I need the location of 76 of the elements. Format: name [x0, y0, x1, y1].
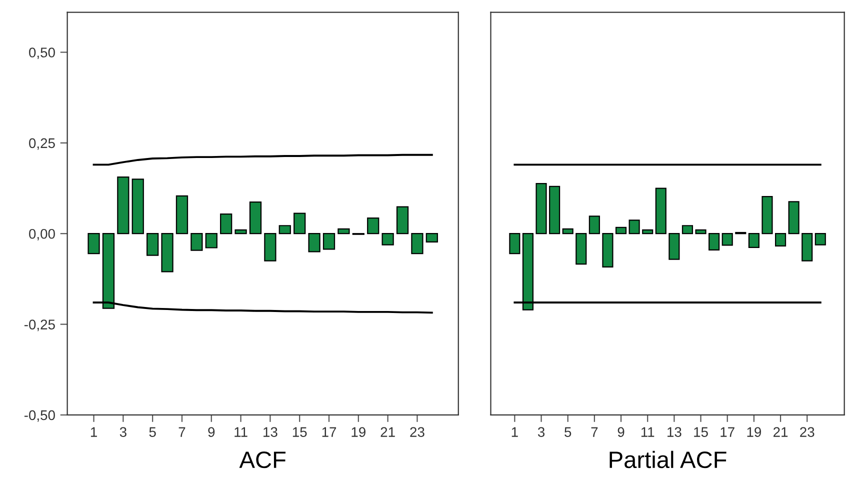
x-tick-label: 15 — [292, 427, 307, 437]
bar — [161, 233, 174, 272]
y-tick-label: -0,50 — [24, 410, 55, 422]
x-tick-label: 3 — [538, 427, 545, 437]
bar — [190, 233, 203, 251]
x-tick-label: 7 — [591, 427, 598, 437]
bar — [88, 233, 100, 254]
bar — [382, 233, 394, 246]
x-tick-label: 11 — [641, 427, 654, 437]
y-tick-label: 0,50 — [29, 48, 55, 60]
x-tick-label: 13 — [264, 427, 278, 437]
x-tick-label: 21 — [774, 427, 788, 437]
bar — [509, 233, 520, 254]
bar — [628, 220, 640, 234]
x-axis-title: Partial ACF — [610, 450, 726, 468]
x-tick-label: 3 — [120, 427, 126, 437]
bar — [788, 201, 800, 234]
bar — [655, 188, 666, 234]
bar — [562, 228, 574, 234]
bar — [411, 233, 424, 254]
x-tick-label: 19 — [747, 427, 762, 437]
bar — [396, 206, 409, 234]
bar — [426, 233, 438, 242]
x-tick-label: 21 — [380, 427, 395, 437]
x-tick-label: 17 — [322, 427, 336, 437]
x-tick-label: 1 — [512, 427, 518, 437]
bar — [814, 233, 826, 246]
bar — [695, 229, 706, 234]
bar — [176, 195, 188, 234]
y-tick-label: -0,25 — [24, 320, 55, 332]
bar — [615, 226, 627, 234]
bar — [762, 196, 773, 234]
bar — [536, 182, 547, 234]
bar — [264, 233, 276, 262]
x-tick-label: 23 — [800, 427, 814, 437]
bar — [642, 229, 654, 234]
bar — [117, 176, 130, 234]
bar — [278, 225, 291, 234]
x-tick-label: 17 — [720, 427, 734, 437]
x-tick-label: 11 — [234, 427, 248, 437]
bar — [549, 186, 560, 234]
bar — [205, 233, 218, 248]
bar — [602, 233, 614, 268]
bar — [748, 233, 760, 248]
bar — [722, 233, 733, 246]
x-tick-label: 7 — [178, 427, 186, 437]
x-tick-label: 19 — [352, 427, 366, 437]
x-tick-label: 1 — [90, 427, 97, 437]
bar — [308, 233, 320, 252]
x-axis-title: ACF — [239, 451, 286, 468]
bar — [249, 201, 262, 234]
x-tick-label: 9 — [208, 427, 215, 437]
bar — [682, 225, 694, 234]
bar — [774, 233, 786, 246]
bar — [367, 217, 380, 234]
bar — [802, 233, 813, 262]
y-tick-label: 0,00 — [29, 228, 55, 240]
x-tick-label: 15 — [694, 427, 708, 437]
y-tick-label: 0,25 — [29, 138, 55, 150]
bar — [146, 233, 159, 256]
bar — [338, 228, 350, 234]
bar — [234, 229, 247, 234]
x-tick-label: 23 — [410, 427, 424, 437]
x-tick-label: 9 — [618, 427, 624, 437]
line-series — [92, 154, 433, 166]
bar — [668, 233, 680, 260]
bar — [220, 213, 232, 234]
bar — [576, 233, 587, 265]
bar — [294, 212, 306, 234]
x-tick-label: 5 — [564, 427, 572, 437]
x-tick-label: 5 — [149, 427, 156, 437]
bar — [588, 216, 600, 234]
bar — [708, 233, 720, 250]
bar — [322, 233, 336, 250]
bar — [132, 178, 144, 234]
x-tick-label: 13 — [668, 427, 682, 437]
